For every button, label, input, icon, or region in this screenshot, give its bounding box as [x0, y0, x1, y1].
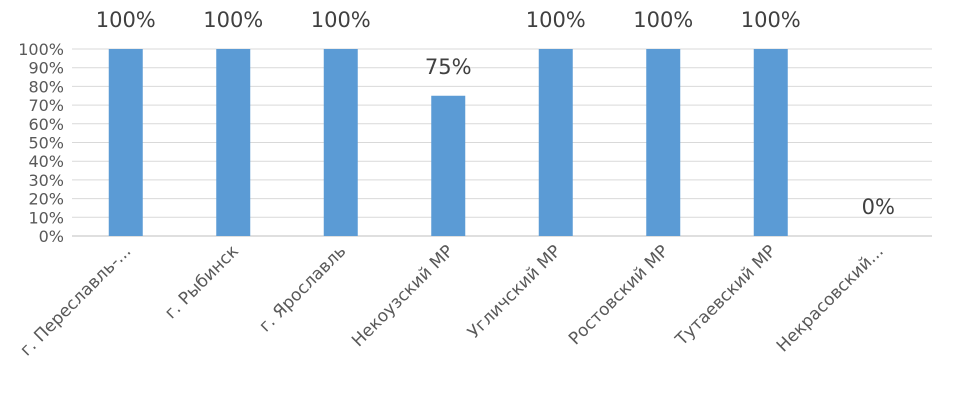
data-label: 100%: [526, 8, 586, 32]
bar: [323, 49, 358, 236]
y-axis-ticks: 0%10%20%30%40%50%60%70%80%90%100%: [18, 40, 64, 246]
category-label: Тутаевский МР: [671, 241, 780, 350]
bar: [646, 49, 681, 236]
bar: [538, 49, 573, 236]
bars: [108, 49, 788, 236]
category-label: г. Рыбинск: [161, 241, 243, 323]
y-tick-label: 0%: [39, 227, 64, 246]
data-label: 100%: [203, 8, 263, 32]
data-label: 100%: [741, 8, 801, 32]
bar: [431, 95, 466, 236]
bar: [753, 49, 788, 236]
data-label: 75%: [425, 55, 472, 79]
y-tick-label: 40%: [28, 152, 64, 171]
y-tick-label: 80%: [28, 77, 64, 96]
category-label: г. Переславль-...: [16, 241, 135, 360]
y-tick-label: 30%: [28, 171, 64, 190]
y-tick-label: 10%: [28, 208, 64, 227]
category-label: Ростовский МР: [565, 241, 673, 349]
data-label: 100%: [96, 8, 156, 32]
category-label: г. Ярославль: [255, 241, 350, 336]
data-label: 0%: [862, 195, 895, 219]
x-axis-categories: г. Переславль-... г. Рыбинск г. ЯрославльН…: [16, 241, 887, 360]
bar: [216, 49, 251, 236]
bar: [108, 49, 143, 236]
data-label: 100%: [311, 8, 371, 32]
y-tick-label: 70%: [28, 96, 64, 115]
category-label: Некоузский МР: [348, 241, 458, 351]
gridlines: [72, 48, 932, 237]
y-tick-label: 60%: [28, 115, 64, 134]
y-tick-label: 100%: [18, 40, 64, 59]
data-labels: 100% 100% 100% 75% 100% 100% 100% 0%: [96, 8, 895, 219]
y-tick-label: 90%: [28, 59, 64, 78]
y-tick-label: 20%: [28, 190, 64, 209]
category-label: Некрасовский...: [773, 241, 888, 356]
y-tick-label: 50%: [28, 134, 64, 153]
data-label: 100%: [633, 8, 693, 32]
category-label: Угличский МР: [464, 241, 565, 342]
